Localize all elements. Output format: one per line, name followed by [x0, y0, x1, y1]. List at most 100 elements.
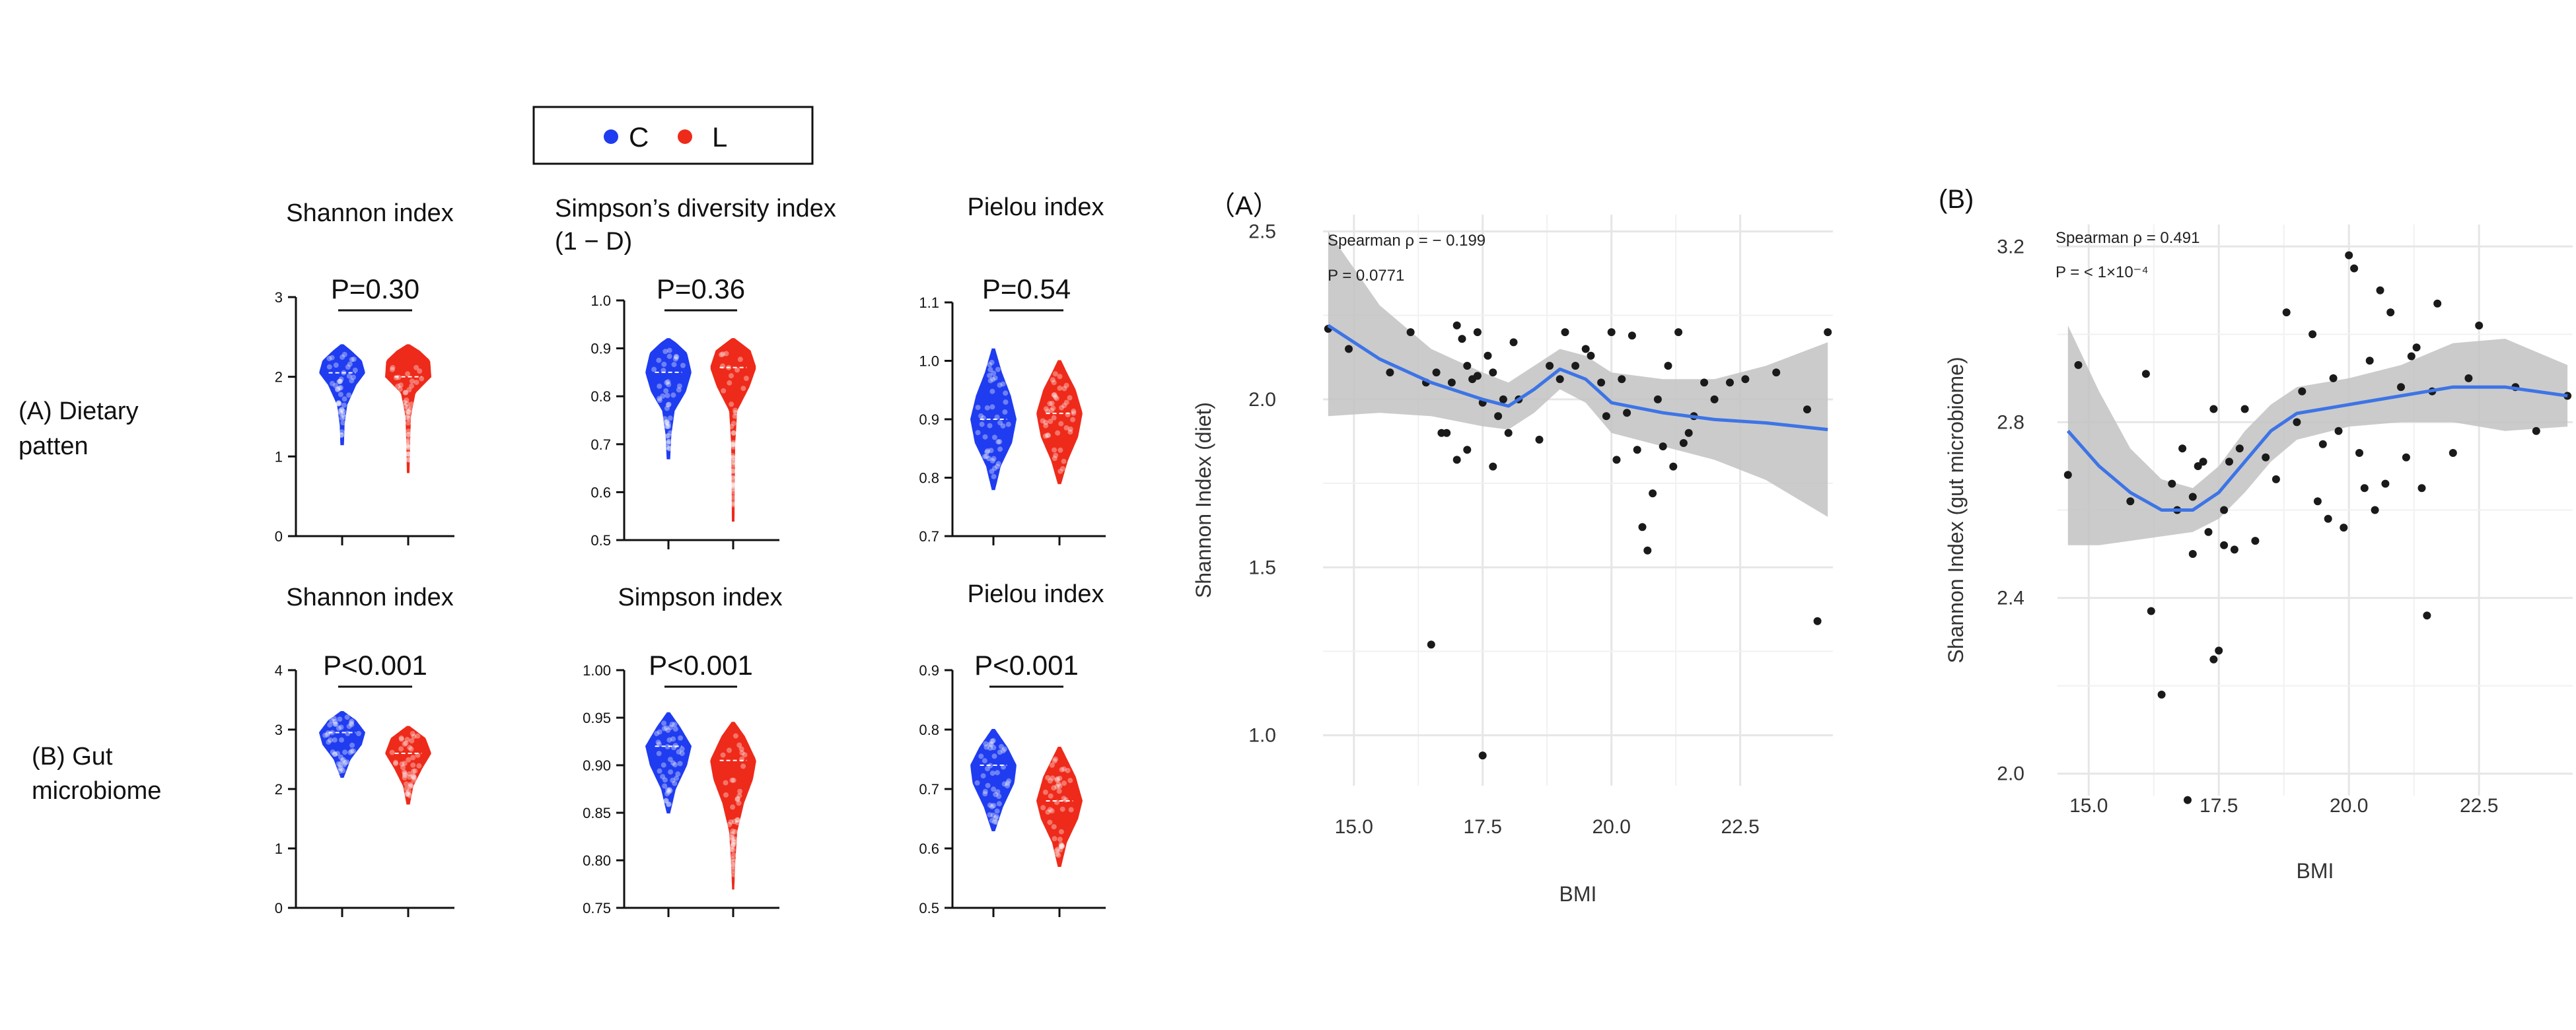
violin-point-L: [734, 820, 740, 825]
violin-point-L: [737, 788, 743, 794]
x-tick-label: 20.0: [2330, 795, 2368, 817]
violin-point-L: [730, 828, 736, 834]
y-tick-label: 0.8: [919, 722, 939, 738]
violin-point-L: [1049, 808, 1055, 814]
legend-label-C: C: [629, 121, 649, 153]
violin-point-L: [1052, 371, 1058, 377]
violin-point-L: [731, 460, 737, 465]
data-point: [1489, 368, 1497, 377]
violin-point-L: [1051, 380, 1057, 386]
violin-point-L: [1055, 846, 1061, 852]
violin-panel-gut-shannon: Shannon index 0 1 2 3 4 P<0.001: [275, 584, 454, 917]
scatter-panel-gut: 15.0 17.5 20.0 22.5 2.0 2.4 2.8 3.2 Spearman ρ =…: [1939, 185, 2573, 883]
violin-point-C: [1000, 748, 1006, 754]
violin-point-C: [670, 736, 676, 742]
violin-point-L: [404, 781, 410, 787]
data-point: [1463, 446, 1472, 454]
violin-point-C: [985, 782, 991, 788]
violin-point-L: [740, 763, 746, 769]
data-point: [1741, 375, 1750, 384]
violin-point-C: [989, 388, 995, 394]
violin-point-C: [989, 468, 995, 474]
data-point: [2464, 374, 2473, 382]
violin-point-C: [995, 464, 1001, 469]
violin-point-L: [730, 482, 736, 488]
violin-point-L: [1051, 824, 1057, 830]
violin-point-L: [415, 733, 421, 739]
violin-point-L: [732, 829, 738, 835]
data-point: [1489, 462, 1497, 471]
violin-point-L: [1068, 807, 1074, 813]
violin-point-C: [674, 775, 679, 781]
violin-point-L: [736, 800, 742, 806]
violin-point-C: [667, 415, 673, 421]
y-tick-label: 0.75: [583, 900, 611, 916]
violin-point-L: [736, 793, 742, 799]
violin-point-C: [655, 739, 661, 745]
data-point: [1659, 442, 1667, 451]
violin-point-L: [727, 821, 733, 827]
y-tick-label: 1.0: [590, 292, 611, 309]
y-tick-label: 1.0: [1248, 725, 1276, 747]
violin-point-C: [995, 461, 1001, 467]
violin-point-C: [350, 748, 356, 754]
violin-point-C: [356, 731, 361, 736]
violin-point-C: [991, 819, 997, 825]
violin-point-L: [723, 780, 729, 786]
data-point: [2371, 506, 2379, 514]
y-tick-label: 2.8: [1997, 411, 2024, 433]
violin-point-L: [731, 475, 736, 481]
pvalue-label: P=0.54: [982, 273, 1071, 304]
violin-point-C: [991, 753, 997, 759]
data-point: [1535, 435, 1544, 444]
violin-point-L: [731, 489, 736, 495]
violin-point-C: [336, 401, 341, 407]
violin-point-L: [1043, 423, 1049, 429]
row-label-b-line2: microbiome: [32, 777, 161, 805]
violin-point-L: [1057, 385, 1063, 391]
violin-point-L: [731, 864, 736, 869]
violin-panel-dietary-pielou: Pielou index 0.7 0.8 0.9 1.0 1.1 P=0.54: [919, 193, 1106, 545]
violin-point-C: [992, 465, 997, 471]
data-point: [2402, 453, 2410, 462]
data-point: [2386, 308, 2395, 317]
violin-point-L: [1061, 403, 1067, 409]
violin-point-C: [666, 802, 671, 807]
violin-point-L: [1061, 796, 1067, 802]
violin-point-C: [987, 745, 993, 751]
violin-point-C: [661, 361, 667, 367]
violin-point-L: [1060, 466, 1065, 471]
violin-point-C: [676, 749, 682, 755]
x-axis-label: BMI: [1559, 882, 1597, 906]
violin-point-C: [333, 721, 339, 727]
violin-point-C: [666, 438, 672, 444]
violin-point-L: [406, 437, 411, 443]
violin-point-L: [736, 742, 742, 748]
y-tick-label: 0.7: [590, 436, 611, 453]
violin-point-L: [730, 486, 736, 492]
violin-point-C: [675, 771, 681, 777]
data-point: [1345, 345, 1353, 353]
violin-point-L: [1059, 405, 1065, 411]
violin-point-L: [406, 420, 411, 426]
violin-point-C: [336, 725, 341, 731]
data-point: [2365, 357, 2374, 365]
violin-point-L: [730, 495, 736, 500]
violin-point-C: [990, 812, 996, 818]
violin-point-L: [1059, 842, 1065, 848]
legend: C L: [532, 106, 814, 165]
chart-title: Simpson index: [618, 584, 782, 611]
violin-point-C: [336, 400, 341, 405]
x-tick-label: 15.0: [1335, 816, 1373, 838]
violin-point-L: [731, 444, 736, 450]
violin-point-C: [986, 456, 991, 462]
violin-point-C: [1006, 778, 1012, 784]
violin-point-L: [390, 364, 396, 370]
violin-point-C: [326, 739, 332, 745]
violin-point-L: [730, 455, 736, 461]
violin-point-C: [988, 741, 994, 747]
violin-point-L: [1047, 807, 1053, 813]
data-point: [1674, 328, 1683, 337]
x-axis-label: BMI: [2297, 859, 2334, 883]
legend-label-L: L: [712, 121, 727, 153]
